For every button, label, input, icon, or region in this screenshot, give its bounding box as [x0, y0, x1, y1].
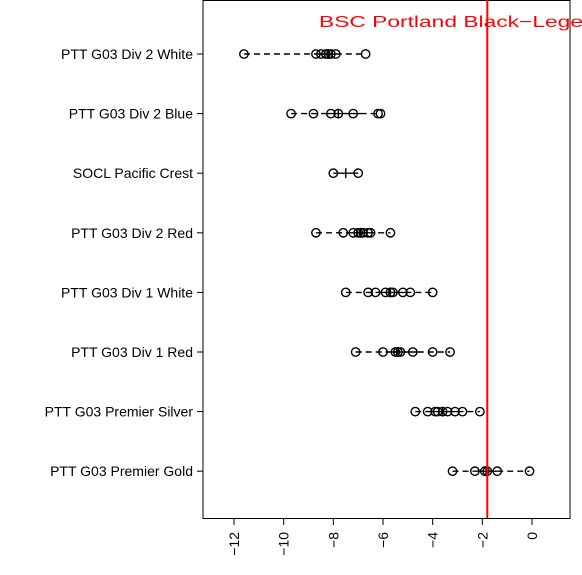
data-point — [311, 227, 321, 238]
data-point — [360, 49, 371, 59]
data-point — [457, 406, 468, 417]
data-point — [358, 227, 369, 238]
data-point — [353, 168, 364, 179]
reference-line-label: BSC Portland Black−Lege — [319, 14, 582, 31]
data-point — [348, 108, 359, 119]
data-point — [380, 287, 391, 298]
y-tick-label: SOCL Pacific Crest — [73, 165, 193, 181]
data-point — [405, 287, 416, 298]
data-point — [239, 49, 249, 59]
plot-frame — [202, 0, 571, 519]
y-tick-label: PTT G03 Div 2 White — [61, 46, 193, 62]
data-point — [397, 287, 408, 298]
data-point — [330, 49, 341, 59]
data-point — [388, 287, 398, 298]
data-point — [338, 227, 349, 238]
data-point — [325, 108, 336, 119]
data-point — [407, 347, 418, 357]
data-point — [375, 108, 386, 119]
data-point — [437, 406, 448, 417]
data-point — [308, 108, 319, 119]
data-point — [311, 49, 321, 59]
data-point — [445, 347, 455, 357]
y-tick-label: PTT G03 Div 1 White — [61, 284, 193, 300]
data-point — [370, 287, 381, 298]
x-tick-label: 0 — [524, 532, 540, 540]
x-tick-label: −4 — [425, 532, 441, 548]
y-tick-label: PTT G03 Div 2 Red — [71, 225, 193, 241]
y-tick-label: PTT G03 Premier Gold — [50, 463, 193, 479]
data-point — [316, 49, 326, 59]
data-point — [363, 287, 373, 298]
data-point — [286, 108, 297, 119]
data-point — [469, 466, 480, 477]
x-tick-label: −2 — [474, 532, 490, 548]
x-tick-label: −6 — [375, 532, 391, 548]
data-point — [410, 406, 421, 417]
x-axis: −12 −10 −8 −6 −4 −2 0 — [226, 518, 540, 556]
data-point — [365, 227, 376, 238]
y-tick-label: PTT G03 Div 2 Blue — [69, 106, 193, 122]
y-tick-label: PTT G03 Div 1 Red — [71, 344, 193, 360]
data-point — [385, 227, 396, 238]
data-point — [340, 287, 351, 298]
data-point — [432, 406, 443, 417]
x-tick-label: −10 — [276, 532, 292, 556]
data-point — [325, 49, 336, 59]
data-point — [447, 466, 458, 477]
data-point — [422, 406, 433, 417]
data-point — [348, 227, 359, 238]
data-point — [378, 347, 388, 357]
x-tick-label: −8 — [325, 532, 341, 548]
data-point — [333, 108, 344, 119]
y-axis: PTT G03 Div 2 White PTT G03 Div 2 Blue SOC… — [45, 46, 203, 479]
data-point — [474, 406, 485, 417]
data-point — [350, 347, 361, 357]
data-point — [427, 287, 438, 298]
x-tick-label: −12 — [226, 532, 242, 556]
data-point — [450, 406, 460, 417]
y-tick-label: PTT G03 Premier Silver — [45, 404, 194, 420]
data-point — [328, 168, 339, 179]
data-point — [395, 347, 406, 357]
plot-area — [239, 49, 535, 477]
data-point — [442, 406, 453, 417]
data-point — [524, 466, 535, 477]
data-point — [427, 347, 438, 357]
data-point — [492, 466, 503, 477]
